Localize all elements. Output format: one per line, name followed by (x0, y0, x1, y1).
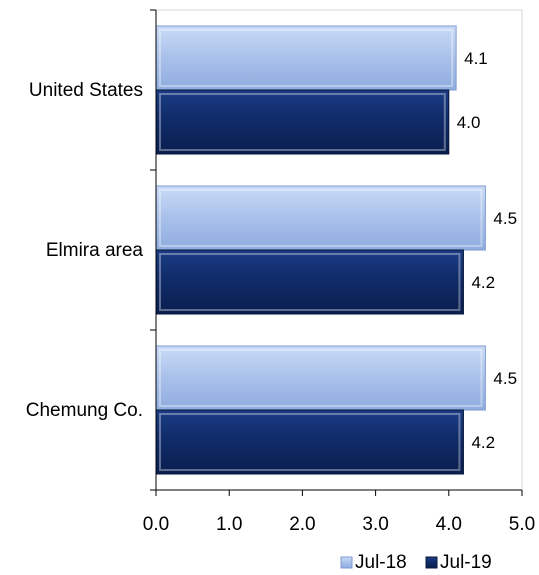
x-tick-label: 4.0 (436, 514, 462, 535)
category-label: Chemung Co. (26, 400, 143, 421)
x-tick-label: 3.0 (362, 514, 388, 535)
x-tick-label: 0.0 (143, 514, 169, 535)
x-tick-label: 1.0 (216, 514, 242, 535)
bar-jul-19-2 (155, 409, 464, 475)
data-label: 4.0 (457, 113, 481, 132)
bar-bevel (159, 29, 454, 87)
bar-jul-19-0 (155, 89, 450, 155)
x-tick-label: 5.0 (509, 514, 535, 535)
bar-jul-18-2 (155, 345, 486, 411)
data-label: 4.1 (464, 49, 488, 68)
data-label: 4.2 (471, 273, 495, 292)
bar-bevel (159, 253, 461, 311)
bar-bevel (159, 93, 446, 151)
category-label: Elmira area (46, 240, 144, 261)
data-label: 4.5 (493, 369, 517, 388)
bar-jul-18-0 (155, 25, 457, 91)
data-label: 4.2 (471, 433, 495, 452)
legend-label: Jul-19 (440, 552, 492, 573)
bar-bevel (159, 413, 461, 471)
legend-swatch-jul-18 (340, 556, 353, 569)
category-label: United States (29, 80, 143, 101)
bar-bevel (159, 189, 483, 247)
bar-jul-18-1 (155, 185, 486, 251)
data-label: 4.5 (493, 209, 517, 228)
bar-jul-19-1 (155, 249, 464, 315)
x-tick-label: 2.0 (289, 514, 315, 535)
bar-bevel (159, 349, 483, 407)
legend-swatch-jul-19 (425, 556, 438, 569)
legend-label: Jul-18 (355, 552, 407, 573)
